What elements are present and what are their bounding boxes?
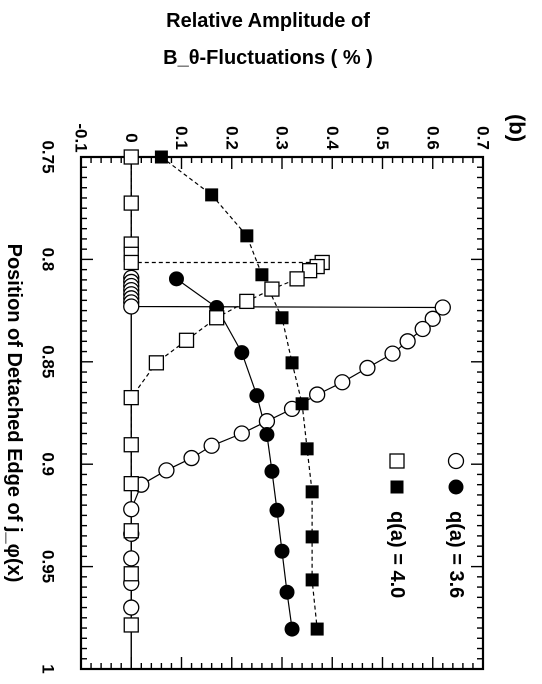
data-point-filled-square bbox=[295, 397, 309, 411]
data-point-filled-square bbox=[305, 530, 319, 544]
panel-label: (b) bbox=[505, 114, 530, 142]
data-point-open-square bbox=[148, 355, 165, 371]
tick-labels: -0.1 0 0.1 0.2 0.3 0.4 0.5 0.6 0.7 0.75 0.8 0.85 0.9… bbox=[39, 123, 493, 673]
data-point-filled-square bbox=[154, 150, 168, 164]
data-point-open-circle bbox=[414, 320, 431, 338]
data-point-open-circle bbox=[258, 413, 276, 430]
data-point-open-circle bbox=[158, 462, 175, 479]
data-point-filled-circle bbox=[168, 271, 184, 287]
data-point-open-square bbox=[301, 263, 318, 279]
amplitude-tick-label: -0.1 bbox=[72, 123, 91, 152]
data-point-open-circle bbox=[183, 449, 200, 467]
data-point-open-square bbox=[123, 195, 139, 211]
legend: q(a) = 3.6 q(a) = 4.0 bbox=[386, 452, 467, 598]
legend-marker-open-square bbox=[389, 453, 405, 469]
data-point-open-circle bbox=[424, 310, 441, 327]
data-point-open-square bbox=[123, 523, 139, 539]
data-point-open-square bbox=[123, 437, 139, 453]
data-point-filled-square bbox=[275, 311, 289, 325]
amplitude-tick-label: 0 bbox=[122, 133, 141, 142]
data-point-open-circle bbox=[399, 333, 416, 350]
amplitude-tick-label: 0.1 bbox=[172, 126, 191, 150]
position-tick-label: 1 bbox=[39, 664, 58, 673]
y-axis-title-line1: Relative Amplitude of bbox=[166, 10, 370, 32]
data-point-open-square bbox=[123, 149, 139, 165]
data-point-filled-square bbox=[305, 573, 319, 587]
position-tick-label: 0.75 bbox=[39, 140, 58, 173]
data-point-open-square bbox=[289, 271, 305, 287]
series-line-filled-circle bbox=[176, 278, 293, 630]
y-axis-title-line2: B_θ-Fluctuations ( % ) bbox=[163, 47, 373, 69]
data-point-open-circle bbox=[334, 374, 351, 391]
data-points bbox=[123, 149, 451, 637]
data-point-open-circle bbox=[384, 345, 401, 362]
legend-label: q(a) = 4.0 bbox=[386, 511, 408, 598]
legend-label: q(a) = 3.6 bbox=[445, 511, 467, 598]
series-line-open-square bbox=[130, 157, 324, 625]
data-point-open-circle bbox=[123, 550, 140, 567]
data-point-open-square bbox=[123, 389, 139, 406]
legend-marker-filled-square bbox=[390, 480, 404, 494]
data-point-filled-square bbox=[300, 442, 314, 456]
data-point-open-square bbox=[123, 476, 139, 492]
data-point-open-square bbox=[209, 310, 225, 326]
amplitude-tick-label: 0.3 bbox=[273, 126, 292, 150]
data-point-open-circle bbox=[123, 599, 140, 616]
position-tick-label: 0.8 bbox=[39, 248, 58, 272]
data-point-open-square bbox=[123, 254, 139, 271]
data-point-open-square bbox=[178, 332, 195, 348]
data-point-filled-circle bbox=[259, 427, 275, 443]
x-axis-title: Position of Detached Edge of j_φ(x) bbox=[3, 244, 25, 583]
position-tick-label: 0.9 bbox=[39, 452, 58, 476]
amplitude-tick-label: 0.7 bbox=[474, 126, 493, 150]
legend-marker-open-circle bbox=[447, 452, 465, 470]
data-point-open-square bbox=[239, 293, 255, 310]
position-tick-label: 0.95 bbox=[39, 550, 58, 583]
data-point-filled-square bbox=[205, 188, 219, 202]
data-point-filled-circle bbox=[279, 584, 295, 600]
data-point-filled-circle bbox=[264, 463, 280, 479]
amplitude-tick-label: 0.4 bbox=[323, 126, 342, 150]
data-point-filled-circle bbox=[284, 621, 300, 637]
data-point-open-circle bbox=[123, 501, 140, 518]
data-point-filled-square bbox=[240, 229, 254, 243]
data-point-open-circle bbox=[203, 437, 220, 454]
data-point-open-square bbox=[264, 281, 280, 297]
data-point-filled-circle bbox=[234, 345, 250, 361]
data-point-filled-square bbox=[255, 268, 269, 282]
amplitude-tick-label: 0.6 bbox=[423, 126, 442, 150]
data-point-open-circle bbox=[359, 359, 376, 377]
position-tick-label: 0.85 bbox=[39, 345, 58, 378]
data-point-filled-square bbox=[285, 356, 299, 370]
data-point-filled-circle bbox=[269, 502, 285, 518]
data-point-open-square bbox=[123, 617, 139, 633]
amplitude-tick-label: 0.5 bbox=[373, 126, 392, 150]
data-point-open-circle bbox=[123, 298, 140, 315]
data-point-filled-circle bbox=[249, 388, 265, 404]
amplitude-tick-label: 0.2 bbox=[222, 126, 241, 150]
data-point-open-circle bbox=[233, 425, 250, 442]
data-point-open-circle bbox=[309, 386, 326, 403]
data-point-open-square bbox=[123, 566, 139, 582]
data-point-filled-square bbox=[310, 622, 324, 636]
axis-titles: Position of Detached Edge of j_φ(x) Relat… bbox=[3, 10, 530, 582]
series-line-filled-square bbox=[161, 156, 318, 630]
data-point-filled-circle bbox=[274, 543, 290, 559]
data-point-filled-square bbox=[305, 485, 319, 499]
data-point-open-circle bbox=[434, 299, 451, 316]
legend-marker-filled-circle bbox=[448, 479, 464, 495]
